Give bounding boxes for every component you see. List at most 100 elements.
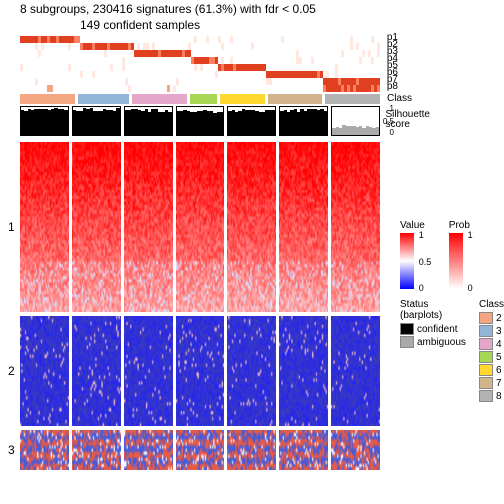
legend-item: 4 bbox=[479, 338, 504, 350]
class-legend-title: Class bbox=[479, 299, 504, 310]
figure-title: 8 subgroups, 230416 signatures (61.3%) w… bbox=[20, 2, 316, 32]
legend-label: 8 bbox=[496, 391, 502, 402]
silhouette-panel bbox=[227, 106, 276, 136]
prob-legend: Prob 1 0 bbox=[449, 220, 486, 289]
class-segment bbox=[78, 94, 129, 104]
heatmap-panel bbox=[124, 316, 173, 426]
prob-row-label: p8 bbox=[387, 83, 398, 90]
heatmap-section-label: 2 bbox=[8, 364, 15, 378]
heatmap-section bbox=[20, 430, 380, 470]
heatmap-panel bbox=[331, 142, 380, 312]
heatmap-section bbox=[20, 142, 380, 312]
legend-item: ambiguous bbox=[400, 336, 467, 348]
legend-swatch bbox=[479, 312, 493, 324]
silhouette-track: Silhouettescore 1 0.5 0 bbox=[20, 106, 380, 136]
main-plot-area: p1p2p3p4p5p6p7p8 Class Silhouettescore 1… bbox=[20, 36, 380, 474]
heatmap-panel bbox=[72, 142, 121, 312]
legend-swatch bbox=[400, 323, 414, 335]
heatmap-panel bbox=[124, 430, 173, 470]
legend-item: 5 bbox=[479, 351, 504, 363]
class-legend: Class 2 3 4 5 6 7 8 bbox=[479, 299, 504, 403]
value-tick-1: 1 bbox=[419, 230, 424, 240]
legend-label: 5 bbox=[496, 352, 502, 363]
heatmap-panel bbox=[279, 316, 328, 426]
status-legend: Status (barplots) confident ambiguous bbox=[400, 299, 467, 403]
heatmap-panel bbox=[176, 142, 225, 312]
heatmap-panel bbox=[20, 430, 69, 470]
prob-tick-1: 1 bbox=[468, 230, 473, 240]
prob-row bbox=[20, 64, 380, 71]
heatmap-section-label: 1 bbox=[8, 220, 15, 234]
status-legend-title: Status (barplots) bbox=[400, 299, 467, 321]
title-line-1: 8 subgroups, 230416 signatures (61.3%) w… bbox=[20, 2, 316, 16]
value-tick-05: 0.5 bbox=[419, 257, 432, 267]
class-segment bbox=[268, 94, 323, 104]
heatmap-panel bbox=[331, 316, 380, 426]
heatmap-section-label: 3 bbox=[8, 443, 15, 457]
silhouette-panel bbox=[331, 106, 380, 136]
prob-row bbox=[20, 85, 380, 92]
heatmap-panel bbox=[72, 316, 121, 426]
heatmap-panel bbox=[227, 142, 276, 312]
legend-item: confident bbox=[400, 323, 467, 335]
heatmap-section bbox=[20, 316, 380, 426]
legend-item: 8 bbox=[479, 390, 504, 402]
class-track-label: Class bbox=[387, 93, 412, 104]
legend-label: 7 bbox=[496, 378, 502, 389]
silhouette-panel bbox=[124, 106, 173, 136]
sil-axis-05: 0.5 bbox=[383, 117, 394, 126]
value-colorbar bbox=[400, 233, 414, 289]
legend-item: 7 bbox=[479, 377, 504, 389]
heatmap-panel bbox=[176, 430, 225, 470]
value-legend: Value 1 0.5 0 bbox=[400, 220, 437, 289]
heatmap-panel bbox=[279, 430, 328, 470]
prob-row bbox=[20, 57, 380, 64]
legend-swatch bbox=[400, 336, 414, 348]
class-segment bbox=[132, 94, 187, 104]
heatmap-area: 123 bbox=[20, 142, 380, 470]
prob-row bbox=[20, 71, 380, 78]
legend-label: confident bbox=[417, 324, 458, 335]
silhouette-panel bbox=[20, 106, 69, 136]
value-tick-0: 0 bbox=[419, 283, 424, 293]
legend-item: 6 bbox=[479, 364, 504, 376]
sil-axis-0: 0 bbox=[390, 128, 394, 137]
prob-row bbox=[20, 78, 380, 85]
class-segment bbox=[20, 94, 75, 104]
legend-swatch bbox=[479, 390, 493, 402]
legend-swatch bbox=[479, 377, 493, 389]
prob-row bbox=[20, 43, 380, 50]
heatmap-panel bbox=[124, 142, 173, 312]
legend-label: 6 bbox=[496, 365, 502, 376]
prob-row bbox=[20, 36, 380, 43]
silhouette-panel bbox=[72, 106, 121, 136]
legend-label: 3 bbox=[496, 326, 502, 337]
legend-label: 2 bbox=[496, 313, 502, 324]
sil-axis-1: 1 bbox=[390, 104, 394, 113]
title-line-2: 149 confident samples bbox=[80, 18, 316, 32]
prob-tick-0: 0 bbox=[468, 283, 473, 293]
heatmap-panel bbox=[176, 316, 225, 426]
class-segment bbox=[190, 94, 217, 104]
legend-swatch bbox=[479, 338, 493, 350]
probability-track: p1p2p3p4p5p6p7p8 bbox=[20, 36, 380, 92]
heatmap-panel bbox=[279, 142, 328, 312]
legend-label: 4 bbox=[496, 339, 502, 350]
legend-item: 3 bbox=[479, 325, 504, 337]
heatmap-panel bbox=[20, 316, 69, 426]
legend-panel: Value 1 0.5 0 Prob 1 0 Status (barplots)… bbox=[400, 220, 504, 413]
legend-swatch bbox=[479, 351, 493, 363]
prob-colorbar bbox=[449, 233, 463, 289]
silhouette-panel bbox=[279, 106, 328, 136]
silhouette-panel bbox=[176, 106, 225, 136]
class-annotation-track: Class bbox=[20, 94, 380, 104]
class-segment bbox=[325, 94, 380, 104]
heatmap-panel bbox=[227, 430, 276, 470]
heatmap-panel bbox=[20, 142, 69, 312]
legend-swatch bbox=[479, 325, 493, 337]
prob-row bbox=[20, 50, 380, 57]
legend-label: ambiguous bbox=[417, 337, 466, 348]
legend-item: 2 bbox=[479, 312, 504, 324]
heatmap-panel bbox=[72, 430, 121, 470]
legend-swatch bbox=[479, 364, 493, 376]
